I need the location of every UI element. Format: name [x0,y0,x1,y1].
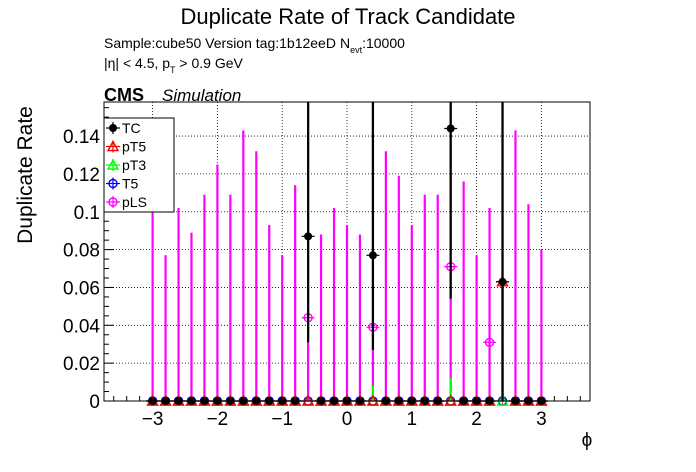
legend-marker [106,140,120,152]
experiment-label: CMS [104,85,144,105]
sample-info: Sample:cube50 Version tag:1b12eeD Nevt:10… [104,35,405,55]
legend-entry-pT5: pT5 [106,139,146,155]
legend-entry-T5: T5 [106,176,139,192]
nevt-label: N [340,35,350,51]
x-tick-label: 1 [407,409,418,430]
legend-entry-TC: TC [106,120,141,136]
nevt-sub: evt [350,45,363,55]
y-tick-label: 0.08 [63,241,100,262]
nevt-value: :10000 [362,35,405,51]
legend-label: T5 [122,176,139,192]
legend-label: pLS [122,194,147,210]
legend-marker [109,124,117,132]
x-tick-label: −3 [142,409,164,430]
y-tick-label: 0.06 [63,278,100,299]
y-tick-label: 0 [89,392,100,413]
legend-label: pT3 [122,157,146,173]
y-axis-label: Duplicate Rate [14,106,37,244]
legend-entry-pLS: pLS [106,194,147,210]
y-tick-label: 0.1 [74,203,100,224]
legend-label: pT5 [122,139,146,155]
x-tick-label: 0 [342,409,353,430]
cuts-sub: T [170,65,176,75]
y-tick-label: 0.02 [63,354,100,375]
y-axis-ticks: 0 0.02 0.04 0.06 0.08 0.1 0.12 0.14 [63,107,114,413]
legend-marker [106,158,120,170]
legend-entry-pT3: pT3 [106,157,146,173]
x-axis-label: ϕ [582,430,593,451]
point-TC [446,124,455,133]
point-TC [498,277,507,286]
legend: TC pT5 pT3 T5 pLS [103,117,175,213]
legend-marker [108,197,118,207]
cuts-info: |η| < 4.5, pT > 0.9 GeV [104,55,244,75]
x-tick-label: 3 [536,409,547,430]
y-tick-label: 0.12 [63,165,100,186]
cuts-prefix: |η| < 4.5, p [104,55,170,71]
y-tick-label: 0.14 [63,127,100,148]
x-tick-label: −2 [207,409,229,430]
point-TC [368,251,377,260]
point-pLS [484,337,495,348]
experiment-tag: Simulation [162,86,241,105]
x-tick-label: −1 [271,409,293,430]
plot-frame [103,101,591,402]
sample-line: Sample:cube50 Version tag:1b12eeD [104,35,336,51]
cuts-suffix: > 0.9 GeV [176,55,244,71]
legend-label: TC [122,120,141,136]
x-tick-label: 2 [471,409,482,430]
point-TC [304,232,313,241]
y-tick-label: 0.04 [63,316,100,337]
legend-marker [108,178,118,189]
chart-title: Duplicate Rate of Track Candidate [180,4,515,29]
